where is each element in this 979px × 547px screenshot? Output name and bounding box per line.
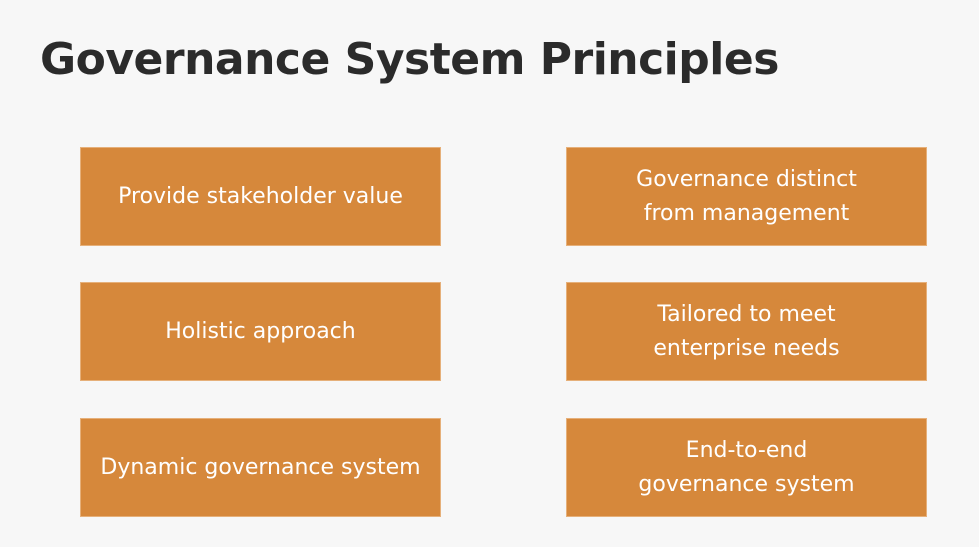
principle-label: Holistic approach	[165, 318, 356, 344]
principle-box-holistic-approach: Holistic approach	[80, 282, 441, 381]
slide-title: Governance System Principles	[40, 34, 779, 85]
principle-label: Tailored to meet enterprise needs	[653, 301, 840, 361]
principle-box-stakeholder-value: Provide stakeholder value	[80, 147, 441, 246]
principle-label: Governance distinct from management	[636, 166, 857, 226]
principle-box-dynamic-system: Dynamic governance system	[80, 418, 441, 517]
principle-box-end-to-end: End-to-end governance system	[566, 418, 927, 517]
principle-label: End-to-end governance system	[638, 437, 855, 497]
principle-box-governance-distinct: Governance distinct from management	[566, 147, 927, 246]
principle-label: Dynamic governance system	[100, 454, 421, 480]
principle-box-tailored: Tailored to meet enterprise needs	[566, 282, 927, 381]
principle-label: Provide stakeholder value	[118, 183, 403, 209]
